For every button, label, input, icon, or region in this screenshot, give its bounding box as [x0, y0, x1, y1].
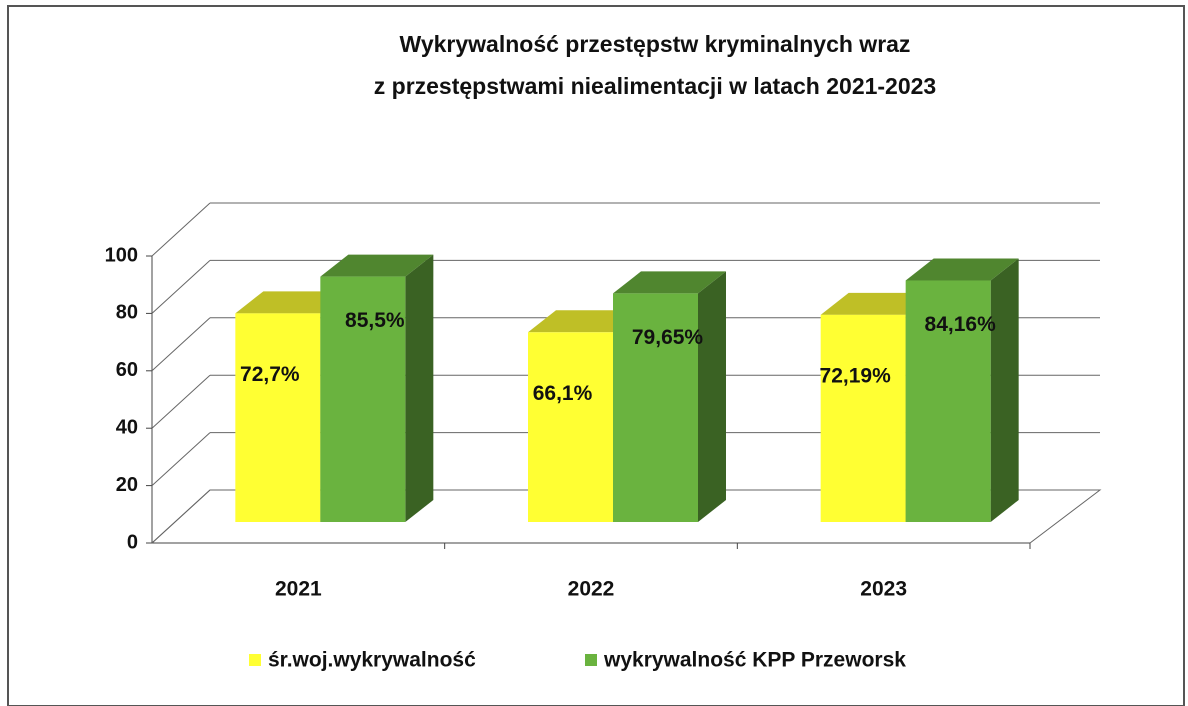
bar-side [698, 271, 726, 522]
bar [613, 293, 698, 522]
y-tick-label: 40 [116, 416, 138, 438]
bar-top [820, 292, 934, 315]
x-tick-label: 2023 [860, 578, 907, 601]
bar-top [320, 254, 434, 277]
x-tick-label: 2021 [275, 578, 322, 601]
data-label: 66,1% [533, 382, 593, 405]
grid-line [151, 489, 211, 544]
y-tick-label: 80 [116, 302, 138, 324]
bar-top [235, 291, 349, 314]
grid-line [151, 317, 211, 372]
y-tick-label: 60 [116, 359, 138, 381]
bar [528, 332, 613, 522]
data-label: 84,16% [925, 313, 997, 336]
grid-line [151, 202, 211, 257]
grid-line [151, 432, 211, 486]
bar-top [528, 310, 641, 333]
chart-title: Wykrywalność przestępstw kryminalnych wr… [400, 31, 911, 57]
data-label: 85,5% [345, 309, 405, 332]
chart-title: z przestępstwami niealimentacji w latach… [374, 73, 936, 99]
bar-side [405, 254, 434, 523]
y-tick-label: 0 [127, 531, 138, 553]
bar-top [905, 258, 1019, 281]
data-label: 79,65% [632, 326, 704, 349]
y-tick-label: 20 [116, 474, 138, 496]
grid-line [151, 260, 211, 314]
x-tick-label: 2022 [568, 578, 615, 601]
bar-side [990, 258, 1019, 522]
legend-swatch [585, 654, 597, 666]
legend-label: wykrywalność KPP Przeworsk [603, 649, 906, 672]
data-label: 72,19% [820, 364, 892, 387]
y-tick-label: 100 [105, 244, 138, 266]
bar [320, 276, 406, 522]
legend-swatch [249, 654, 261, 666]
bar [820, 314, 906, 522]
grid-line [151, 374, 211, 429]
bar [905, 280, 991, 522]
data-label: 72,7% [240, 363, 300, 386]
bar-top [613, 271, 726, 294]
legend-label: śr.woj.wykrywalność [268, 649, 476, 672]
bar [235, 313, 321, 522]
